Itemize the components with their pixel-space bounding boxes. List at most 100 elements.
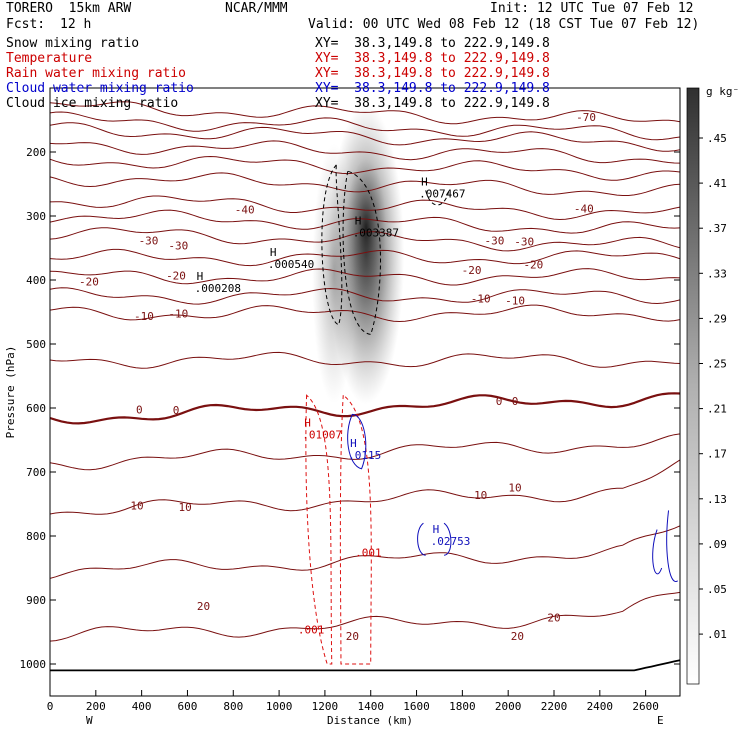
isotherm-line: [50, 101, 680, 125]
extremum-marker: H: [270, 246, 277, 259]
isotherm-line: [50, 287, 680, 305]
isotherm-label: 20: [511, 630, 524, 643]
isotherm-line: [50, 392, 680, 425]
isotherm-line: [50, 304, 680, 323]
x-tick-label: 200: [86, 700, 106, 713]
extremum-value: .0115: [348, 449, 381, 462]
isotherm-label: -30: [168, 239, 188, 252]
colorbar-tick-label: .13: [707, 493, 727, 506]
isotherm-label: -40: [235, 204, 255, 217]
field-rain-xy: XY= 38.3,149.8 to 222.9,149.8: [315, 66, 550, 81]
isotherm-label: 20: [547, 611, 560, 624]
x-tick-label: 1600: [403, 700, 430, 713]
axes: 0 200 400 600 800 1000 1200 1400 1600 1800 2000 220…: [20, 146, 680, 713]
isotherm-label: 20: [346, 630, 359, 643]
rain-contour-label: .001: [355, 547, 382, 560]
isotherm-line: [50, 122, 680, 152]
colorbar-tick-label: .41: [707, 177, 727, 190]
isotherm-label: 0: [136, 403, 143, 416]
extremum-value: .01007: [302, 428, 342, 441]
isotherm-label: 0: [512, 395, 519, 408]
isotherm-label: -20: [462, 264, 482, 277]
extremum-marker: H: [433, 523, 440, 536]
west-label: W: [86, 714, 93, 727]
field-temperature-name: Temperature: [6, 51, 93, 66]
colorbar-tick-label: .05: [707, 583, 727, 596]
x-tick-label: 0: [47, 700, 54, 713]
colorbar-tick-label: .25: [707, 358, 727, 371]
model-name: TORERO 15km ARW: [6, 1, 132, 16]
snow-core-inner: [346, 158, 387, 299]
isotherm-line: [50, 227, 680, 252]
isotherm-label: 20: [197, 600, 210, 613]
field-temperature-xy: XY= 38.3,149.8 to 222.9,149.8: [315, 51, 550, 66]
isotherm-label: 10: [179, 501, 192, 514]
y-tick-label: 900: [26, 594, 46, 607]
colorbar-tick-label: .21: [707, 403, 727, 416]
isotherm-line: [50, 591, 680, 642]
isotherm-label: -30: [514, 236, 534, 249]
extremum-value: .000540: [268, 258, 314, 271]
extremum-marker: H: [421, 176, 428, 189]
colorbar-scale: [686, 87, 700, 685]
x-tick-label: 1800: [449, 700, 476, 713]
init-time: Init: 12 UTC Tue 07 Feb 12: [490, 1, 694, 16]
isotherm-label: -30: [139, 234, 159, 247]
colorbar-tick-label: .45: [707, 132, 727, 145]
field-snow-xy: XY= 38.3,149.8 to 222.9,149.8: [315, 36, 550, 51]
isotherm-line: [50, 459, 680, 515]
cloud-water-contour: [652, 510, 678, 582]
hydrometeor-contours: [305, 163, 678, 665]
isotherm-label: -70: [576, 111, 596, 124]
x-tick-label: 1200: [312, 700, 339, 713]
field-cloudwater-xy: XY= 38.3,149.8 to 222.9,149.8: [315, 81, 550, 96]
isotherm-line: [50, 268, 680, 286]
y-tick-label: 600: [26, 402, 46, 415]
colorbar-tick-label: .17: [707, 448, 727, 461]
isotherm-label: -40: [574, 202, 594, 215]
field-cloudice-name: Cloud ice mixing ratio: [6, 96, 179, 111]
isotherm-line: [50, 209, 680, 234]
isotherm-label: -20: [79, 275, 99, 288]
x-tick-label: 1000: [266, 700, 293, 713]
isotherm-label: -20: [166, 270, 186, 283]
y-tick-label: 700: [26, 466, 46, 479]
isotherm-line: [50, 140, 680, 164]
rain-contour-label: .001: [298, 623, 325, 636]
extremum-value: .000208: [195, 282, 241, 295]
x-tick-label: 2000: [495, 700, 522, 713]
colorbar-tick-label: .09: [707, 538, 727, 551]
isotherm-label: -10: [505, 294, 525, 307]
colorbar: .45 .41 .37 .33 .29 .25 .21 .17 .13 .09 .05 .01: [686, 87, 727, 685]
x-tick-label: 800: [223, 700, 243, 713]
rain-water-contour: [305, 394, 333, 665]
colorbar-tick-label: .37: [707, 222, 727, 235]
isotherm-line: [50, 351, 680, 369]
extremum-marker: H: [197, 270, 204, 283]
extremum-value: .007467: [419, 188, 465, 201]
x-tick-label: 2600: [632, 700, 659, 713]
x-tick-label: 2400: [587, 700, 614, 713]
isotherm-label: 10: [130, 499, 143, 512]
y-tick-label: 400: [26, 274, 46, 287]
plot-frame: [49, 87, 681, 697]
y-tick-label: 200: [26, 146, 46, 159]
isotherm-line: [50, 195, 680, 221]
valid-time: Valid: 00 UTC Wed 08 Feb 12 (18 CST Tue …: [308, 17, 700, 32]
forecast-label: Fcst:: [6, 17, 46, 32]
x-tick-label: 600: [178, 700, 198, 713]
extremum-marker: H: [355, 215, 362, 228]
isotherm-label: 0: [173, 404, 180, 417]
x-tick-label: 2200: [541, 700, 568, 713]
field-cloudwater-name: Cloud water mixing ratio: [6, 81, 194, 96]
colorbar-tick-label: .29: [707, 312, 727, 325]
y-tick-label: 800: [26, 530, 46, 543]
cloud-water-contour: [417, 522, 452, 556]
isotherm-label: -10: [134, 310, 154, 323]
isotherm-label: 0: [496, 395, 503, 408]
extremum-marker: H: [304, 416, 311, 429]
extremum-value: .003387: [353, 227, 399, 240]
temperature-contours: [50, 101, 680, 672]
y-tick-label: 300: [26, 210, 46, 223]
org-name: NCAR/MMM: [225, 1, 288, 16]
